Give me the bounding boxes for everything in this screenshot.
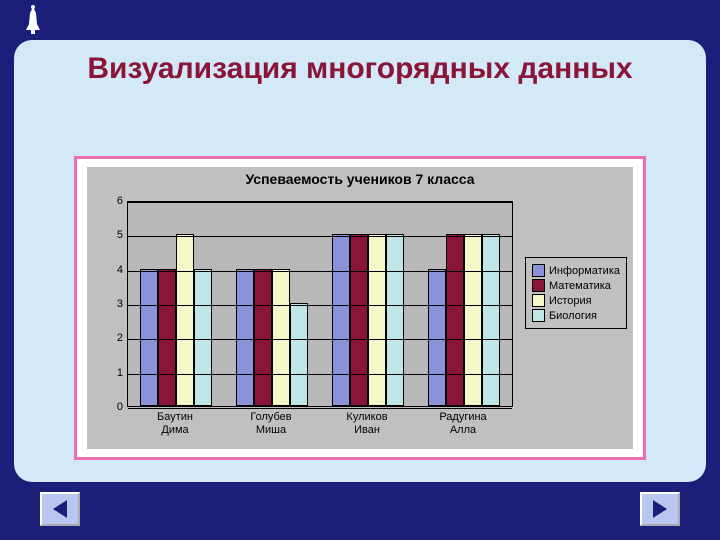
chart-frame: Успеваемость учеников 7 класса 0 1 2 3 4 5 6 Б… [74,156,646,460]
legend-item: История [532,294,620,307]
header-bar [0,0,720,40]
arrow-left-icon [53,500,67,518]
grid-line [128,271,512,272]
arrow-right-icon [653,500,667,518]
plot-area [127,201,513,407]
legend-swatch [532,309,545,322]
y-tick-label: 1 [109,367,123,379]
bar [428,269,446,406]
slide-stage: Визуализация многорядных данных Успеваем… [0,0,720,540]
bell-figure-icon [20,4,46,36]
legend-label: Биология [549,310,597,322]
bar [290,303,308,406]
bar [464,234,482,406]
y-tick-label: 6 [109,195,123,207]
legend: Информатика Математика История Биология [525,257,627,329]
bar [446,234,464,406]
bars-layer [128,202,512,406]
y-tick-label: 4 [109,264,123,276]
x-tick-label: КуликовИван [322,411,412,437]
bar [368,234,386,406]
bar [140,269,158,406]
grid-line [128,408,512,409]
bar [350,234,368,406]
content-panel: Визуализация многорядных данных Успеваем… [14,40,706,482]
legend-label: Информатика [549,265,620,277]
grid-line [128,374,512,375]
legend-label: История [549,295,592,307]
bar [272,269,290,406]
bar [158,269,176,406]
bar [332,234,350,406]
bar [176,234,194,406]
bar [236,269,254,406]
bar [386,234,404,406]
grid-line [128,339,512,340]
nav-next-button[interactable] [640,492,680,526]
y-tick-label: 3 [109,298,123,310]
bar [254,269,272,406]
legend-label: Математика [549,280,611,292]
y-tick-label: 5 [109,229,123,241]
legend-item: Биология [532,309,620,322]
x-tick-label: ГолубевМиша [226,411,316,437]
legend-item: Математика [532,279,620,292]
bar [482,234,500,406]
legend-item: Информатика [532,264,620,277]
legend-swatch [532,294,545,307]
grid-line [128,236,512,237]
grid-line [128,305,512,306]
slide-title: Визуализация многорядных данных [14,52,706,87]
legend-swatch [532,264,545,277]
y-tick-label: 2 [109,332,123,344]
chart-title: Успеваемость учеников 7 класса [87,171,633,187]
x-tick-label: БаутинДима [130,411,220,437]
chart-area: Успеваемость учеников 7 класса 0 1 2 3 4 5 6 Б… [87,167,633,449]
y-tick-label: 0 [109,401,123,413]
legend-swatch [532,279,545,292]
nav-prev-button[interactable] [40,492,80,526]
grid-line [128,202,512,203]
bar [194,269,212,406]
x-tick-label: РадугинаАлла [418,411,508,437]
